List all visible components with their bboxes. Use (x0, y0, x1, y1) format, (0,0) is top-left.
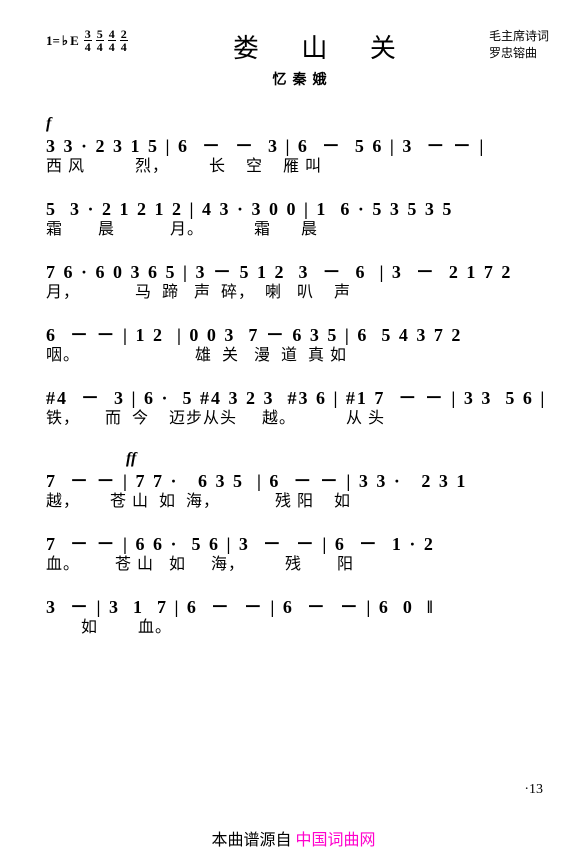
notes-row: 3 3 · 2 3 1 5 | 6 － － 3 | 6 － 5 6 | 3 － … (46, 135, 549, 158)
notes-row: 7 6 · 6 0 3 6 5 | 3 － 5 1 2 3 － 6 | 3 － … (46, 261, 549, 284)
credit-lyricist: 毛主席诗词 (489, 28, 549, 45)
music-line-5: #4 － 3 | 6 · 5 #4 3 2 3 #3 6 | #1 7 － － … (46, 387, 549, 428)
key-time-signature: 1= ♭ E 3 4 5 4 4 4 2 4 (46, 28, 128, 53)
key-letter: E (70, 33, 79, 49)
notes-row: 7 － － | 7 7 · 6 3 5 | 6 － － | 3 3 · 2 3 … (46, 470, 549, 493)
credits: 毛主席诗词 罗忠镕曲 (489, 28, 549, 62)
header-row: 1= ♭ E 3 4 5 4 4 4 2 4 (46, 28, 549, 65)
notes-row: 3 － | 3 1 7 | 6 － － | 6 － － | 6 0 ‖ (46, 596, 549, 619)
notes-row: 5 3 · 2 1 2 1 2 | 4 3 · 3 0 0 | 1 6 · 5 … (46, 198, 549, 221)
notes-row: 6 － － | 1 2 | 0 0 3 7 － 6 3 5 | 6 5 4 3 … (46, 324, 549, 347)
sheet-container: 1= ♭ E 3 4 5 4 4 4 2 4 (0, 0, 587, 637)
page-title: 娄 山 关 (128, 28, 489, 65)
page-number: ·13 (524, 782, 543, 798)
lyrics-row: 血。 苍 山 如 海， 残 阳 (46, 556, 549, 574)
lyrics-row: 铁， 而 今 迈步从头 越。 从 头 (46, 410, 549, 428)
time-sig-3: 4 4 (108, 28, 116, 53)
time-sig-1: 3 4 (84, 28, 92, 53)
lyrics-row: 西 风 烈， 长 空 雁 叫 (46, 158, 549, 176)
footer-site: 中国词曲网 (296, 832, 376, 849)
music-line-1: 3 3 · 2 3 1 5 | 6 － － 3 | 6 － 5 6 | 3 － … (46, 135, 549, 176)
notes-row: #4 － 3 | 6 · 5 #4 3 2 3 #3 6 | #1 7 － － … (46, 387, 549, 410)
lyrics-row: 霜 晨 月。 霜 晨 (46, 221, 549, 239)
music-line-4: 6 － － | 1 2 | 0 0 3 7 － 6 3 5 | 6 5 4 3 … (46, 324, 549, 365)
music-line-8: 3 － | 3 1 7 | 6 － － | 6 － － | 6 0 ‖ 如 血。 (46, 596, 549, 637)
lyrics-row: 咽。 雄 关 漫 道 真 如 (46, 347, 549, 365)
credit-composer: 罗忠镕曲 (489, 45, 549, 62)
flat-sign: ♭ (62, 33, 68, 49)
footer-text: 本曲谱源自 (211, 832, 295, 849)
music-line-3: 7 6 · 6 0 3 6 5 | 3 － 5 1 2 3 － 6 | 3 － … (46, 261, 549, 302)
music-line-7: 7 － － | 6 6 · 5 6 | 3 － － | 6 － 1 · 2 血。… (46, 533, 549, 574)
key-prefix: 1= (46, 33, 60, 49)
notes-row: 7 － － | 6 6 · 5 6 | 3 － － | 6 － 1 · 2 (46, 533, 549, 556)
time-sig-4: 2 4 (120, 28, 128, 53)
dynamic-mark-f: f (46, 115, 549, 133)
music-line-2: 5 3 · 2 1 2 1 2 | 4 3 · 3 0 0 | 1 6 · 5 … (46, 198, 549, 239)
subtitle: 忆秦娥 (46, 69, 549, 89)
footer: 本曲谱源自 中国词曲网 (0, 826, 587, 850)
music-line-6: ff 7 － － | 7 7 · 6 3 5 | 6 － － | 3 3 · 2… (46, 450, 549, 511)
dynamic-mark-ff: ff (126, 450, 549, 468)
time-sig-group: 3 4 5 4 4 4 2 4 (84, 28, 128, 53)
lyrics-row: 越， 苍 山 如 海， 残 阳 如 (46, 493, 549, 511)
lyrics-row: 月， 马 蹄 声 碎， 喇 叭 声 (46, 284, 549, 302)
time-sig-2: 5 4 (96, 28, 104, 53)
lyrics-row: 如 血。 (46, 619, 549, 637)
